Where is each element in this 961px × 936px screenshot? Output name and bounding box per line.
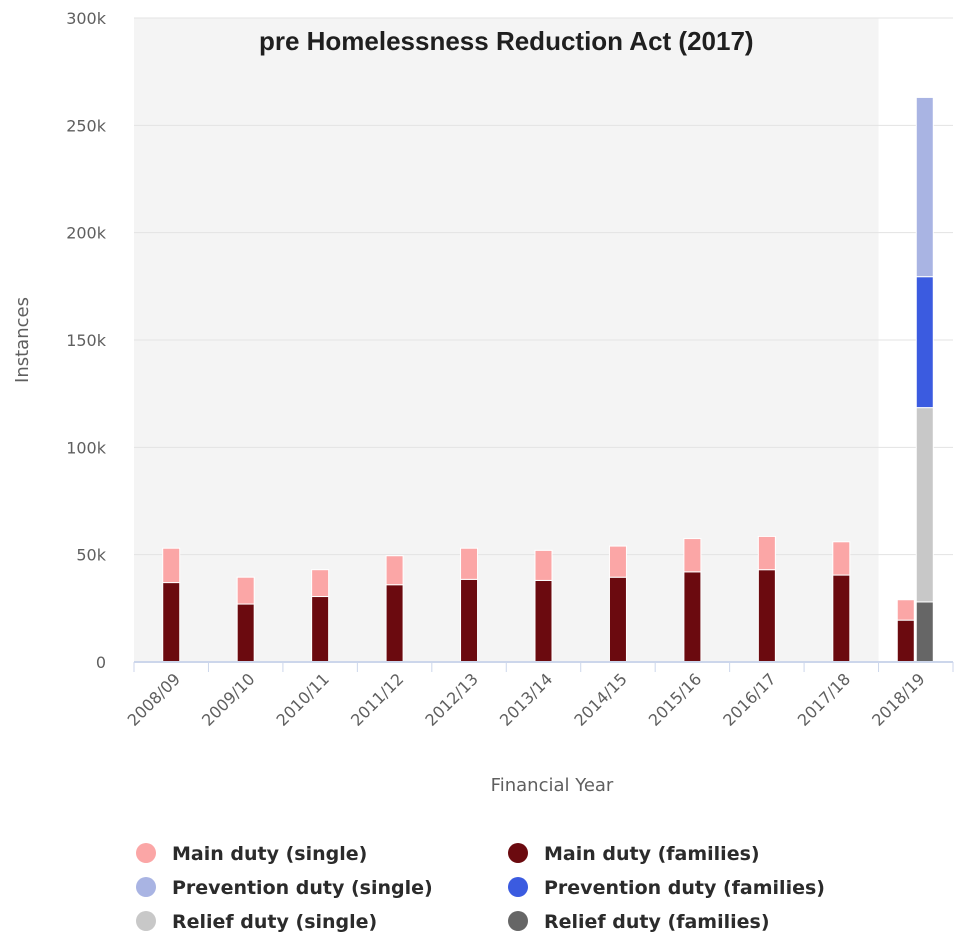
bar-segment <box>832 541 851 576</box>
x-tick-label: 2018/19 <box>868 669 928 729</box>
bar-segment <box>460 578 479 663</box>
bar-segment <box>162 582 181 663</box>
x-tick-label: 2017/18 <box>794 669 854 729</box>
bar-segment <box>311 596 330 663</box>
legend-item: Relief duty (families) <box>508 911 770 933</box>
x-tick-label: 2012/13 <box>421 669 481 729</box>
bar-segment <box>915 407 934 603</box>
x-tick-label: 2014/15 <box>570 669 630 729</box>
bar-segment <box>915 276 934 409</box>
legend-item: Relief duty (single) <box>136 911 377 933</box>
x-tick-label: 2015/16 <box>645 669 705 729</box>
x-tick-label: 2010/11 <box>273 669 333 729</box>
bar-segment <box>608 576 627 663</box>
y-tick-label: 250k <box>66 116 107 135</box>
y-tick-label: 100k <box>66 438 107 457</box>
legend-marker <box>508 843 528 863</box>
legend-marker <box>136 843 156 863</box>
bar-segment <box>757 535 776 571</box>
legend-marker <box>136 877 156 897</box>
bar-segment <box>915 601 934 663</box>
bar-segment <box>236 576 255 605</box>
x-tick-label: 2009/10 <box>198 669 258 729</box>
y-tick-label: 300k <box>66 9 107 28</box>
bar-segment <box>832 574 851 663</box>
x-axis-title: Financial Year <box>491 775 614 796</box>
legend-label: Relief duty (single) <box>172 911 377 933</box>
legend-marker <box>508 911 528 931</box>
legend-label: Prevention duty (families) <box>544 877 825 899</box>
bar-segment <box>608 545 627 578</box>
legend-label: Relief duty (families) <box>544 911 770 933</box>
legend-label: Main duty (single) <box>172 843 367 865</box>
x-tick-label: 2016/17 <box>719 669 779 729</box>
bar-segment <box>162 547 181 584</box>
bar-segment <box>385 555 404 586</box>
legend-label: Prevention duty (single) <box>172 877 433 899</box>
bar-segment <box>534 579 553 663</box>
bar-segment <box>757 569 776 663</box>
plot-band-label: pre Homelessness Reduction Act (2017) <box>259 26 754 56</box>
bars-group <box>162 96 934 663</box>
legend-item: Main duty (families) <box>508 843 760 865</box>
bar-segment <box>534 549 553 581</box>
x-tick-label: 2011/12 <box>347 669 407 729</box>
x-tick-label: 2013/14 <box>496 669 556 729</box>
bar-segment <box>915 96 934 278</box>
x-axis: 2008/09 2009/10 2010/11 2011/12 2012/13 2013/… <box>124 661 954 730</box>
legend-label: Main duty (families) <box>544 843 760 865</box>
bar-segment <box>385 584 404 663</box>
legend-item: Prevention duty (single) <box>136 877 433 899</box>
bar-segment <box>683 538 702 573</box>
bar-segment <box>311 569 330 598</box>
legend: Main duty (single) Main duty (families) Pr… <box>136 843 825 933</box>
legend-marker <box>508 877 528 897</box>
legend-item: Prevention duty (families) <box>508 877 825 899</box>
x-tick-label: 2008/09 <box>124 669 184 729</box>
legend-marker <box>136 911 156 931</box>
legend-item: Main duty (single) <box>136 843 367 865</box>
y-tick-label: 150k <box>66 331 107 350</box>
bar-segment <box>896 619 915 663</box>
bar-segment <box>460 547 479 580</box>
bar-segment <box>683 571 702 663</box>
y-tick-label: 0 <box>96 653 106 672</box>
y-axis: 0 50k 100k 150k 200k 250k 300k <box>66 9 107 672</box>
y-tick-label: 50k <box>76 546 106 565</box>
bar-segment <box>896 599 915 621</box>
gridlines <box>134 17 953 556</box>
bar-segment <box>236 603 255 663</box>
y-tick-label: 200k <box>66 224 107 243</box>
y-axis-title: Instances <box>12 297 33 383</box>
